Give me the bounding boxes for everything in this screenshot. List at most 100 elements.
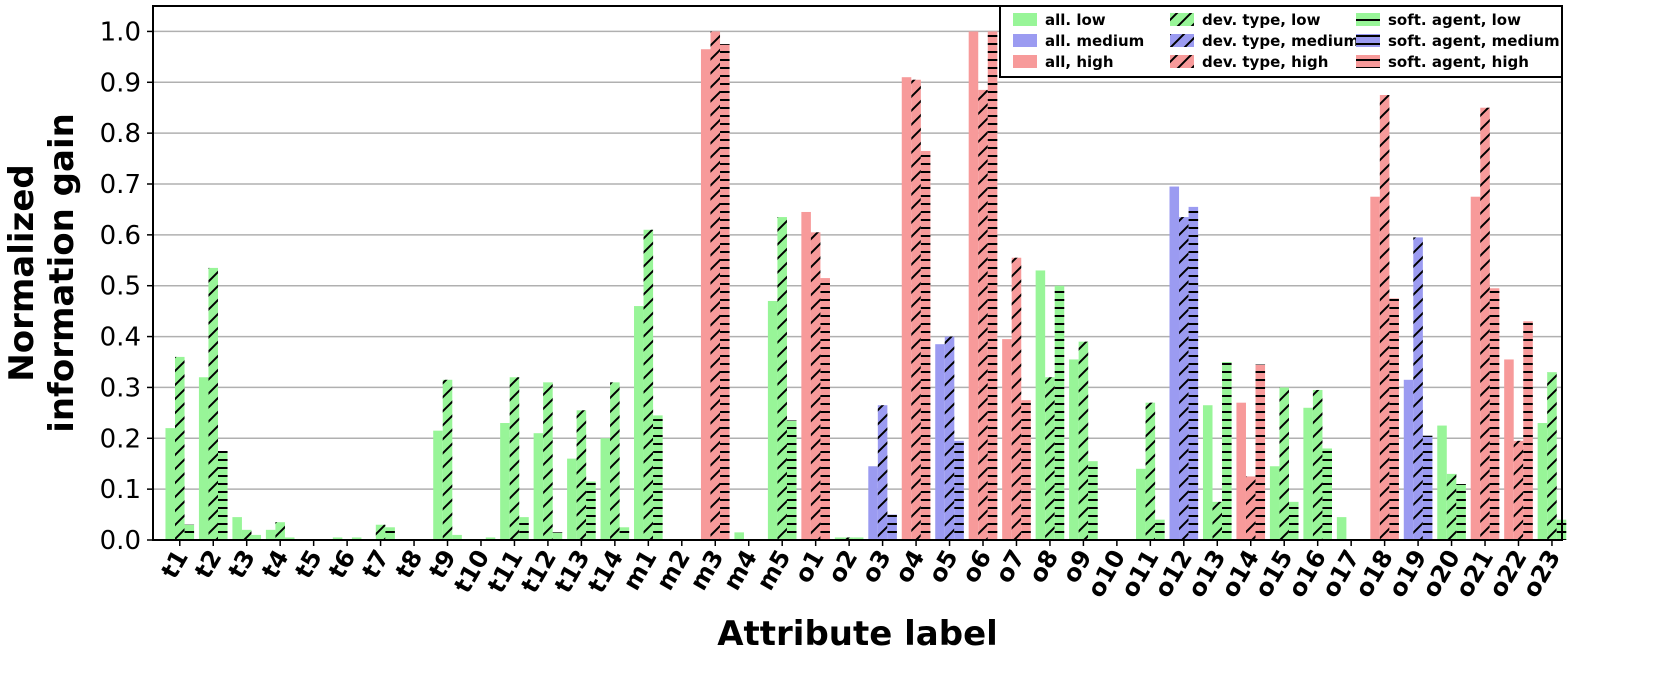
bar-hatch: [385, 527, 395, 540]
bar-hatch: [920, 150, 931, 540]
bar: [1202, 405, 1213, 540]
bar-hatch: [1422, 435, 1433, 540]
bar-hatch: [1480, 107, 1490, 540]
bar-hatch: [485, 537, 496, 540]
legend-label: soft. agent, medium: [1388, 32, 1560, 50]
legend-label: all, high: [1045, 53, 1114, 71]
bar-hatch: [954, 440, 964, 540]
x-tick-label: o4: [889, 545, 930, 588]
x-axis-title: Attribute label: [717, 614, 998, 654]
bar-hatch: [175, 356, 185, 540]
bar-hatch: [810, 232, 821, 541]
grid-lines: [153, 30, 1562, 541]
x-tick-label: m5: [751, 545, 796, 595]
bar: [935, 344, 945, 540]
bar-hatch: [586, 481, 596, 540]
bar-hatch: [1054, 285, 1065, 540]
bar-hatch: [375, 524, 386, 540]
x-tick-label: o3: [856, 545, 897, 588]
bar: [801, 211, 811, 540]
bar-hatch: [820, 278, 830, 540]
x-tick-label: t5: [290, 545, 328, 583]
bar-hatch: [1145, 402, 1156, 540]
legend-frame: [999, 5, 1563, 78]
bar-hatch: [1547, 372, 1557, 540]
bar: [968, 31, 979, 541]
bar: [834, 537, 845, 540]
bar-hatch: [543, 382, 553, 540]
bar-hatch: [442, 379, 453, 540]
bar-hatch: [1222, 362, 1232, 540]
bar-hatch: [1045, 377, 1055, 540]
legend-label: dev. type, low: [1202, 11, 1321, 29]
bar-hatch: [218, 451, 228, 540]
x-tick-label: o5: [923, 545, 964, 588]
bar: [868, 466, 878, 540]
y-tick-label: 0.1: [100, 475, 141, 505]
bar-hatch: [710, 31, 721, 541]
bar-hatch: [1456, 484, 1466, 540]
legend-swatch-hatch: [1170, 34, 1194, 47]
bar: [1169, 186, 1180, 541]
legend-label: dev. type, medium: [1202, 32, 1359, 50]
legend-label: soft. agent, low: [1388, 11, 1521, 29]
bar-hatch: [1179, 217, 1189, 541]
bar-hatch: [1446, 473, 1457, 540]
bar: [433, 430, 443, 540]
legend-label: soft. agent, high: [1388, 53, 1529, 71]
legend-swatch: [1013, 55, 1037, 68]
bar-hatch: [1212, 501, 1223, 540]
y-tick-label: 0.7: [100, 170, 141, 200]
bar-hatch: [610, 382, 620, 540]
bar: [901, 77, 912, 540]
bar-hatch: [251, 534, 262, 540]
bar-hatch: [1088, 461, 1098, 540]
bar-hatch: [1255, 364, 1266, 540]
y-tick-label: 0.2: [100, 424, 141, 454]
bar: [600, 438, 611, 540]
y-tick-label: 0.4: [100, 323, 141, 353]
bar: [265, 529, 276, 540]
bar-hatch: [519, 517, 529, 540]
bar-hatch: [1288, 501, 1299, 540]
bar-hatch: [576, 410, 587, 540]
bar: [1303, 407, 1313, 540]
x-tick-label: t4: [256, 545, 294, 583]
bar-hatch: [844, 537, 854, 540]
bar-hatch: [978, 89, 988, 541]
bar: [1370, 196, 1380, 540]
bar: [734, 532, 744, 540]
bar: [1403, 379, 1414, 540]
x-tick-label: o1: [789, 545, 830, 588]
bar-hatch: [1188, 206, 1199, 540]
y-tick-label: 0.5: [100, 272, 141, 302]
plot-frame: [152, 5, 1563, 541]
x-tick-label: o23: [1517, 545, 1566, 602]
legend-swatch-hatch: [1356, 34, 1380, 47]
bar-hatch: [786, 420, 797, 540]
bar-hatch: [208, 267, 219, 540]
y-tick-label: 0.9: [100, 68, 141, 98]
x-tick-label: t7: [356, 545, 394, 583]
bar-hatch: [275, 522, 285, 540]
bar: [700, 49, 711, 540]
bar: [1437, 425, 1447, 540]
bar-hatch: [1513, 440, 1524, 540]
bar: [198, 377, 209, 540]
bar: [567, 458, 577, 540]
legend-swatch: [1013, 34, 1037, 47]
bar-hatch: [1389, 298, 1399, 540]
bar-hatch: [1413, 237, 1423, 540]
bar: [332, 537, 343, 540]
x-tick-label: m4: [718, 545, 763, 595]
bar-hatch: [944, 336, 955, 540]
legend: all. low dev. type, low soft. agent, low al…: [999, 5, 1563, 78]
x-tick-label: m3: [684, 545, 729, 595]
bar: [1002, 339, 1012, 540]
legend-label: all. low: [1045, 11, 1106, 29]
x-tick-label: t8: [390, 545, 428, 583]
bar-hatch: [1245, 476, 1256, 540]
x-tick-label: o6: [956, 545, 997, 588]
legend-swatch-hatch: [1356, 13, 1380, 26]
legend-swatch: [1013, 13, 1037, 26]
